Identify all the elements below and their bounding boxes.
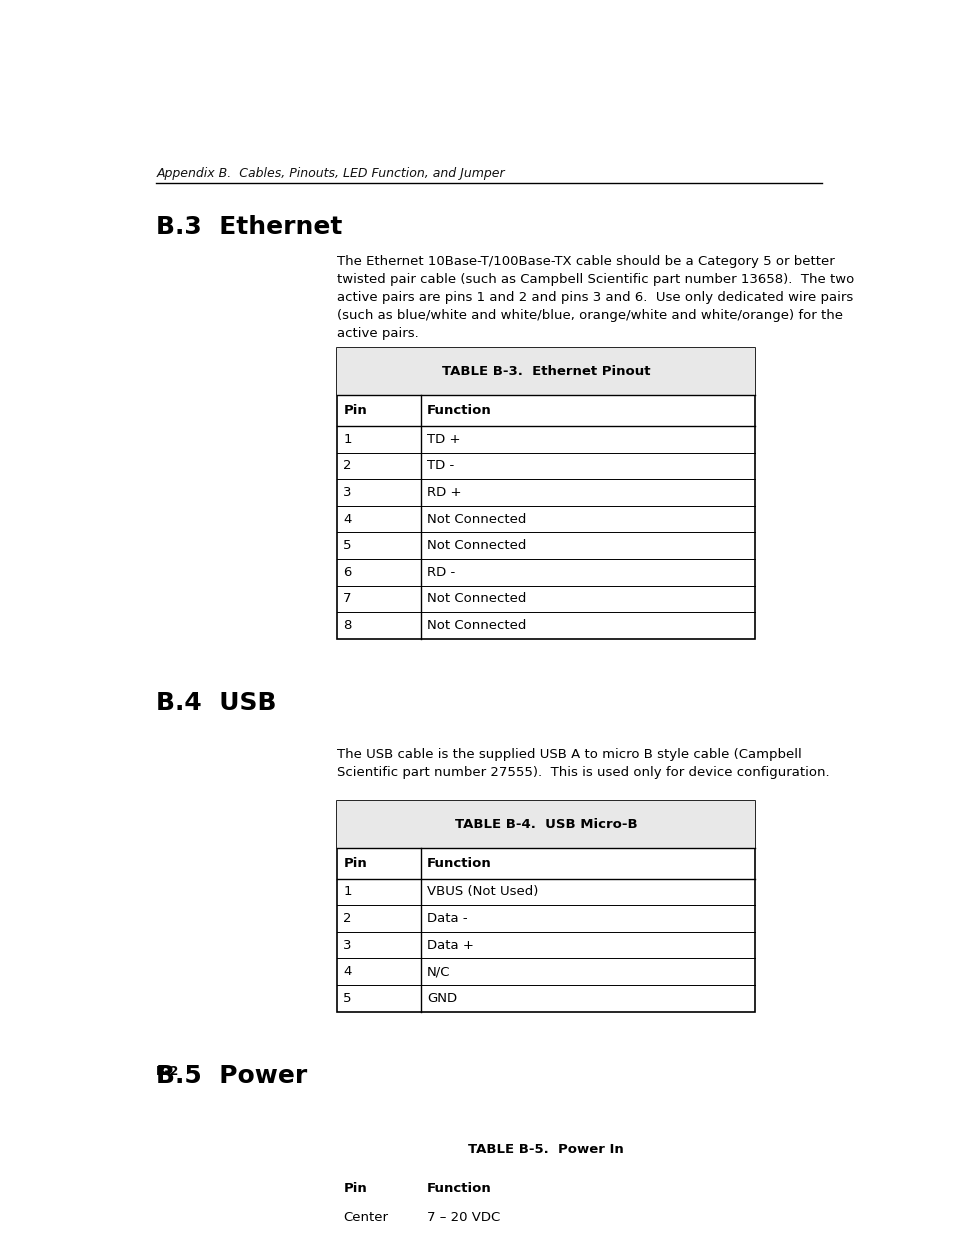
Text: Not Connected: Not Connected (426, 593, 526, 605)
Text: 3: 3 (343, 939, 352, 952)
Text: Data -: Data - (426, 911, 467, 925)
Text: RD -: RD - (426, 566, 455, 579)
Bar (337, 1126, 755, 1173)
Text: B.4  USB: B.4 USB (156, 692, 276, 715)
Text: VBUS (Not Used): VBUS (Not Used) (426, 885, 537, 898)
Text: Pin: Pin (343, 1182, 367, 1195)
Text: Not Connected: Not Connected (426, 513, 526, 526)
Text: Function: Function (426, 1182, 491, 1195)
Text: Not Connected: Not Connected (426, 619, 526, 632)
Text: 1: 1 (343, 432, 352, 446)
Text: Pin: Pin (343, 404, 367, 417)
Text: B.3  Ethernet: B.3 Ethernet (156, 215, 342, 238)
Text: 5: 5 (343, 992, 352, 1005)
Text: The Ethernet 10Base-T/100Base-TX cable should be a Category 5 or better
twisted : The Ethernet 10Base-T/100Base-TX cable s… (337, 254, 854, 340)
Bar (337, 800, 755, 848)
Text: 5: 5 (343, 540, 352, 552)
Bar (337, 800, 755, 1011)
Text: 7 – 20 VDC: 7 – 20 VDC (426, 1210, 499, 1224)
Text: 2: 2 (343, 911, 352, 925)
Text: Data +: Data + (426, 939, 474, 952)
Text: RD +: RD + (426, 485, 461, 499)
Text: B.5  Power: B.5 Power (156, 1065, 307, 1088)
Text: TD -: TD - (426, 459, 454, 472)
Text: Center: Center (343, 1210, 388, 1224)
Text: TABLE B-4.  USB Micro-B: TABLE B-4. USB Micro-B (455, 818, 637, 831)
Text: 4: 4 (343, 513, 352, 526)
Bar (337, 348, 755, 395)
Text: GND: GND (426, 992, 456, 1005)
Text: N/C: N/C (426, 966, 450, 978)
Text: 7: 7 (343, 593, 352, 605)
Text: 1: 1 (343, 885, 352, 898)
Text: Appendix B.  Cables, Pinouts, LED Function, and Jumper: Appendix B. Cables, Pinouts, LED Functio… (156, 167, 504, 179)
Text: Function: Function (426, 404, 491, 417)
Text: 2: 2 (343, 459, 352, 472)
Text: B-2: B-2 (156, 1066, 179, 1078)
Text: TD +: TD + (426, 432, 460, 446)
Text: 3: 3 (343, 485, 352, 499)
Text: 4: 4 (343, 966, 352, 978)
Text: Not Connected: Not Connected (426, 540, 526, 552)
Text: TABLE B-3.  Ethernet Pinout: TABLE B-3. Ethernet Pinout (441, 366, 650, 378)
Text: Function: Function (426, 857, 491, 869)
Text: 8: 8 (343, 619, 352, 632)
Text: Pin: Pin (343, 857, 367, 869)
Text: TABLE B-5.  Power In: TABLE B-5. Power In (468, 1144, 623, 1156)
Bar (337, 348, 755, 638)
Text: 6: 6 (343, 566, 352, 579)
Text: The USB cable is the supplied USB A to micro B style cable (Campbell
Scientific : The USB cable is the supplied USB A to m… (337, 748, 829, 779)
Bar (337, 1126, 755, 1235)
